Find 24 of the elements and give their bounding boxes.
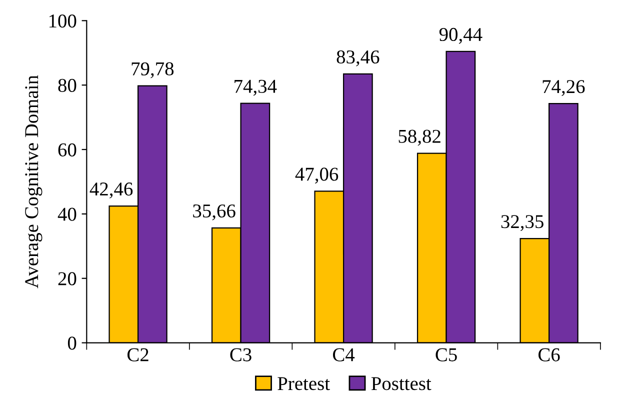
legend-label: Posttest xyxy=(371,377,432,390)
data-label: 83,46 xyxy=(336,50,380,66)
y-tick-label: 20 xyxy=(58,272,76,286)
y-tick-label: 80 xyxy=(58,78,76,92)
data-label: 74,34 xyxy=(234,80,277,96)
legend-label: Pretest xyxy=(278,377,330,390)
data-label: 74,26 xyxy=(542,80,585,96)
data-label: 32,35 xyxy=(501,215,544,231)
x-tick-label: C2 xyxy=(127,348,148,362)
x-tick-label: C5 xyxy=(436,348,457,362)
x-tick-label: C3 xyxy=(230,348,252,362)
y-tick-label: 40 xyxy=(58,208,76,221)
data-label: 90,44 xyxy=(439,28,482,44)
y-tick-label: 100 xyxy=(49,14,76,28)
data-label: 42,46 xyxy=(90,182,133,198)
data-label: 58,82 xyxy=(398,130,440,146)
x-tick-label: C6 xyxy=(538,348,560,362)
y-tick-label: 0 xyxy=(68,336,76,350)
data-label: 35,66 xyxy=(193,204,236,220)
data-label: 79,78 xyxy=(132,62,174,78)
x-tick-label: C4 xyxy=(333,348,355,362)
data-label: 47,06 xyxy=(295,168,338,184)
y-tick-label: 60 xyxy=(58,143,76,156)
y-axis-title: Average Cognitive Domain xyxy=(25,75,42,288)
